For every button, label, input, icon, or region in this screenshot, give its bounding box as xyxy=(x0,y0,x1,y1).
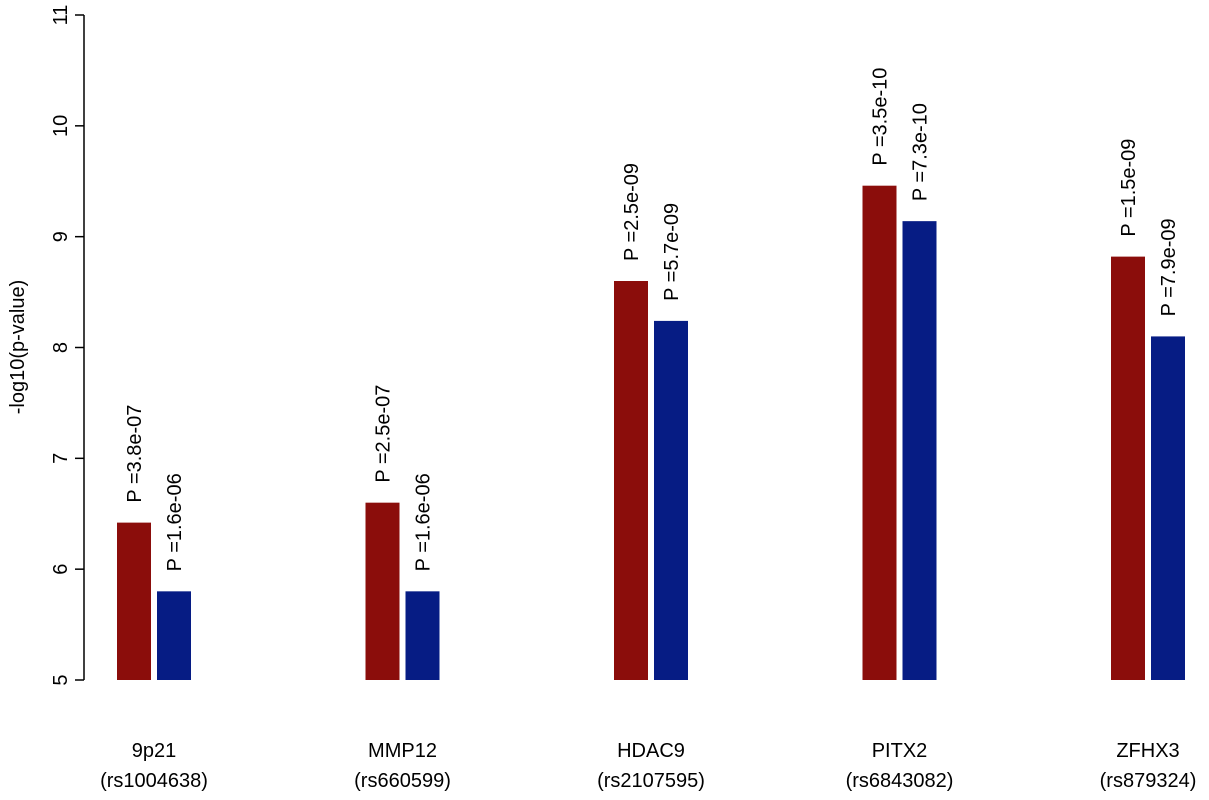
bar-red-mmp12 xyxy=(365,502,400,680)
y-tick-label: 6 xyxy=(50,564,72,575)
y-tick-label: 10 xyxy=(50,115,72,137)
bar-blue-pitx2 xyxy=(902,221,937,680)
category-snp-label: (rs1004638) xyxy=(100,770,208,792)
category-label: PITX2 xyxy=(872,740,928,762)
p-value-label: P =1.6e-06 xyxy=(164,473,186,571)
category-label: HDAC9 xyxy=(617,740,685,762)
p-value-label: P =1.6e-06 xyxy=(413,473,435,571)
bar-blue-mmp12 xyxy=(405,591,440,680)
p-value-label: P =3.8e-07 xyxy=(124,405,146,503)
bars-group xyxy=(117,185,1185,680)
y-tick-label: 7 xyxy=(50,453,72,464)
y-axis-ticks: 5 6 7 8 9 10 11 xyxy=(50,5,84,686)
p-value-label: P =2.5e-07 xyxy=(373,385,395,483)
p-value-label: P =1.5e-09 xyxy=(1118,139,1140,237)
p-value-label: P =7.3e-10 xyxy=(910,103,932,201)
bar-blue-hdac9 xyxy=(654,320,688,680)
y-tick-label: 11 xyxy=(50,5,72,26)
category-label: MMP12 xyxy=(368,740,437,762)
bar-blue-9p21 xyxy=(157,591,191,680)
category-snp-label: (rs879324) xyxy=(1100,770,1197,792)
p-value-label: P =7.9e-09 xyxy=(1158,218,1180,316)
p-value-labels: P =3.8e-07 P =1.6e-06 P =2.5e-07 P =1.6e-06… xyxy=(124,68,1180,572)
y-tick-label: 5 xyxy=(50,674,72,685)
bar-red-zfhx3 xyxy=(1111,256,1145,680)
category-snp-label: (rs660599) xyxy=(354,770,451,792)
p-value-label: P =2.5e-09 xyxy=(621,163,643,261)
bar-red-pitx2 xyxy=(862,185,897,680)
p-value-label: P =5.7e-09 xyxy=(661,203,683,301)
category-label: ZFHX3 xyxy=(1116,740,1179,762)
y-tick-label: 8 xyxy=(50,342,72,353)
y-tick-label: 9 xyxy=(50,231,72,242)
category-snp-label: (rs6843082) xyxy=(846,770,954,792)
x-axis-labels: 9p21 (rs1004638) MMP12 (rs660599) HDAC9 (rs21… xyxy=(100,740,1196,792)
bar-blue-zfhx3 xyxy=(1151,336,1185,680)
category-snp-label: (rs2107595) xyxy=(597,770,705,792)
bar-red-hdac9 xyxy=(614,281,648,680)
bar-red-9p21 xyxy=(117,522,151,680)
y-axis-title: -log10(p-value) xyxy=(7,280,29,415)
category-label: 9p21 xyxy=(132,740,177,762)
p-value-label: P =3.5e-10 xyxy=(870,68,892,166)
